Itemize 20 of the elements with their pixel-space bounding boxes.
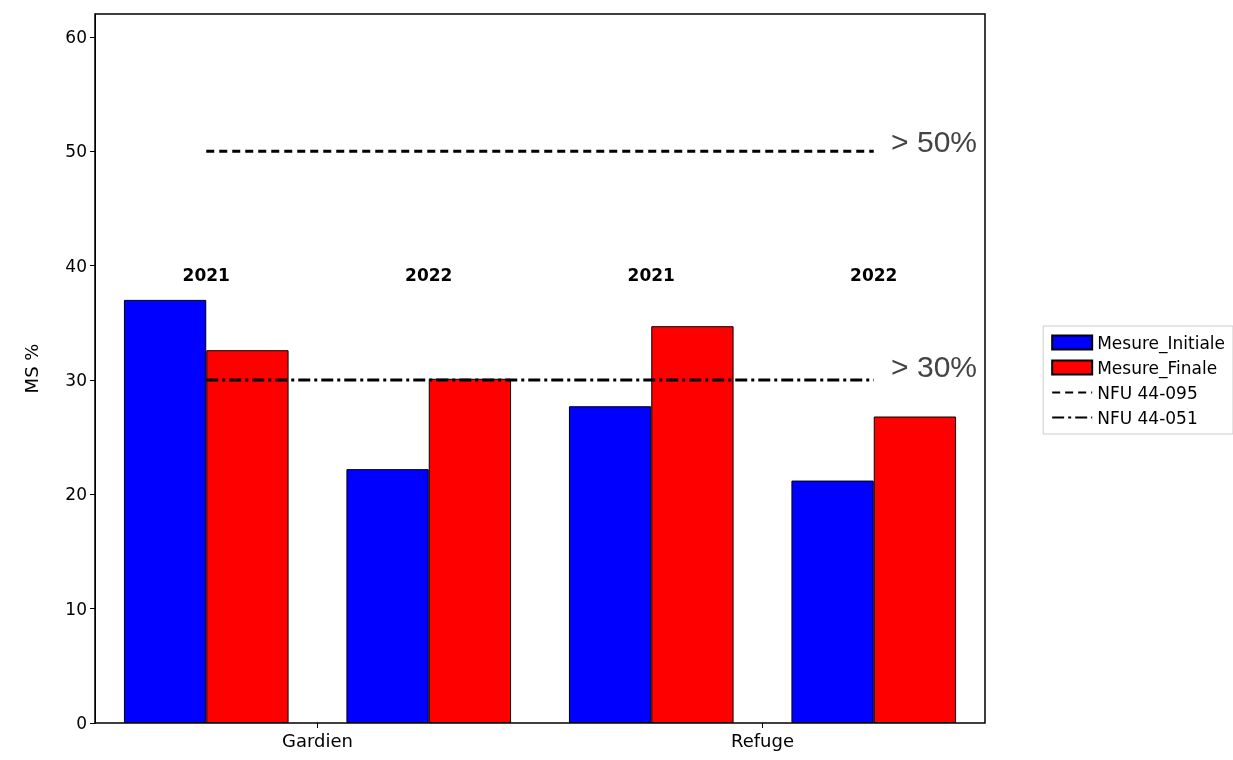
- y-tick-label: 30: [65, 369, 87, 390]
- x-tick-label: 2021: [182, 265, 230, 286]
- legend-label: NFU 44-095: [1097, 382, 1198, 403]
- x-tick-label: 2022: [405, 265, 453, 286]
- x-tick-label: 2022: [850, 265, 898, 286]
- x-tick-label: 2021: [627, 265, 675, 286]
- legend-label: Mesure_Initiale: [1097, 332, 1226, 354]
- y-tick-label: 20: [65, 484, 87, 505]
- y-tick-label: 60: [65, 26, 87, 47]
- legend-label: NFU 44-051: [1097, 407, 1198, 428]
- annotation: > 50%: [891, 124, 977, 158]
- annotation: > 30%: [891, 349, 977, 383]
- text: Gardien: [282, 729, 353, 751]
- legend-label: Mesure_Finale: [1097, 357, 1218, 379]
- text: Refuge: [730, 729, 795, 751]
- y-tick-label: 40: [65, 255, 87, 276]
- y-axis-title: MS %: [20, 343, 42, 394]
- y-tick-label: 0: [76, 713, 87, 733]
- y-tick-label: 50: [65, 141, 87, 162]
- y-tick-label: 10: [65, 598, 87, 619]
